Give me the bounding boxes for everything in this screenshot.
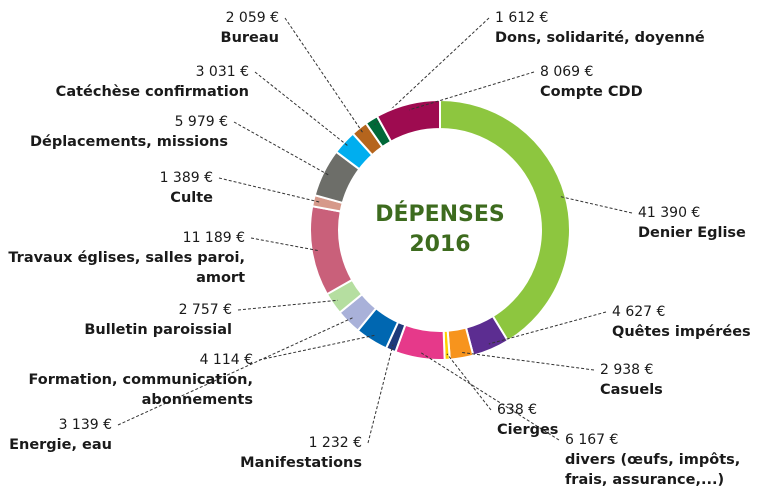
- segment-label: 11 189 € Travaux églises, salles paroi, a…: [5, 228, 245, 288]
- value-label: 1 389 €: [159, 170, 213, 186]
- leader-line: [408, 71, 535, 111]
- segment-label: 3 031 € Catéchèse confirmation: [0, 62, 249, 102]
- segment-label: 4 114 € Formation, communication, abonnem…: [3, 350, 253, 410]
- category-label: Energie, eau: [9, 437, 112, 453]
- segment-label: 1 389 € Culte: [113, 168, 213, 208]
- segment-label: 4 627 € Quêtes impérées: [612, 302, 782, 342]
- value-label: 2 938 €: [600, 362, 654, 378]
- category-label: Denier Eglise: [638, 225, 746, 241]
- value-label: 1 612 €: [495, 10, 549, 26]
- value-label: 6 167 €: [565, 432, 619, 448]
- value-label: 3 031 €: [195, 64, 249, 80]
- segment-label: 2 059 € Bureau: [159, 8, 279, 48]
- value-label: 41 390 €: [638, 205, 701, 221]
- category-label: Compte CDD: [540, 84, 643, 100]
- leader-line: [488, 311, 607, 345]
- leader-line: [218, 177, 320, 203]
- leader-line: [460, 351, 595, 371]
- leader-line: [446, 353, 492, 411]
- category-label: Quêtes impérées: [612, 324, 751, 340]
- leader-line: [559, 195, 633, 214]
- category-label: Dons, solidarité, doyenné: [495, 30, 705, 46]
- chart-title: DÉPENSES 2016: [375, 202, 505, 257]
- segment-label: 5 979 € Déplacements, missions: [0, 112, 228, 152]
- segment-label: 1 612 € Dons, solidarité, doyenné: [495, 8, 725, 48]
- category-label: Bureau: [220, 30, 279, 46]
- category-label: Déplacements, missions: [29, 134, 228, 150]
- segment-label: 8 069 € Compte CDD: [540, 62, 690, 102]
- category-label: Cierges: [497, 422, 559, 438]
- leader-line: [233, 121, 330, 176]
- leader-line: [284, 17, 364, 134]
- segment-label: 41 390 € Denier Eglise: [638, 203, 778, 243]
- value-label: 8 069 €: [540, 64, 594, 80]
- value-label: 4 114 €: [199, 352, 253, 368]
- leader-line: [367, 344, 394, 444]
- category-label: Catéchèse confirmation: [55, 84, 249, 100]
- category-label: Culte: [170, 190, 213, 206]
- value-label: 4 627 €: [612, 304, 666, 320]
- segment-label: 6 167 € divers (œufs, impôts, frais, assu…: [565, 430, 780, 490]
- value-label: 11 189 €: [182, 230, 245, 246]
- leader-line: [117, 317, 353, 426]
- category-label: Travaux églises, salles paroi, amort: [8, 250, 245, 286]
- leader-line: [254, 71, 349, 147]
- leader-line: [258, 334, 375, 361]
- category-label: Casuels: [600, 382, 663, 398]
- leader-line: [237, 299, 338, 311]
- value-label: 638 €: [497, 402, 538, 418]
- value-label: 1 232 €: [308, 435, 362, 451]
- value-label: 5 979 €: [174, 114, 228, 130]
- value-label: 2 059 €: [225, 10, 279, 26]
- leader-line: [250, 237, 318, 251]
- category-label: Manifestations: [240, 455, 362, 471]
- leader-line: [420, 352, 560, 441]
- donut-segment: [375, 98, 441, 143]
- category-label: Bulletin paroissial: [84, 322, 232, 338]
- category-label: Formation, communication, abonnements: [28, 372, 253, 408]
- value-label: 2 757 €: [178, 302, 232, 318]
- segment-label: 3 139 € Energie, eau: [2, 415, 112, 455]
- category-label: divers (œufs, impôts, frais, assurance,.…: [565, 452, 741, 488]
- segment-label: 2 938 € Casuels: [600, 360, 720, 400]
- segment-label: 638 € Cierges: [497, 400, 587, 440]
- leader-line: [374, 17, 490, 126]
- value-label: 3 139 €: [58, 417, 112, 433]
- segment-label: 1 232 € Manifestations: [212, 433, 362, 473]
- segment-label: 2 757 € Bulletin paroissial: [32, 300, 232, 340]
